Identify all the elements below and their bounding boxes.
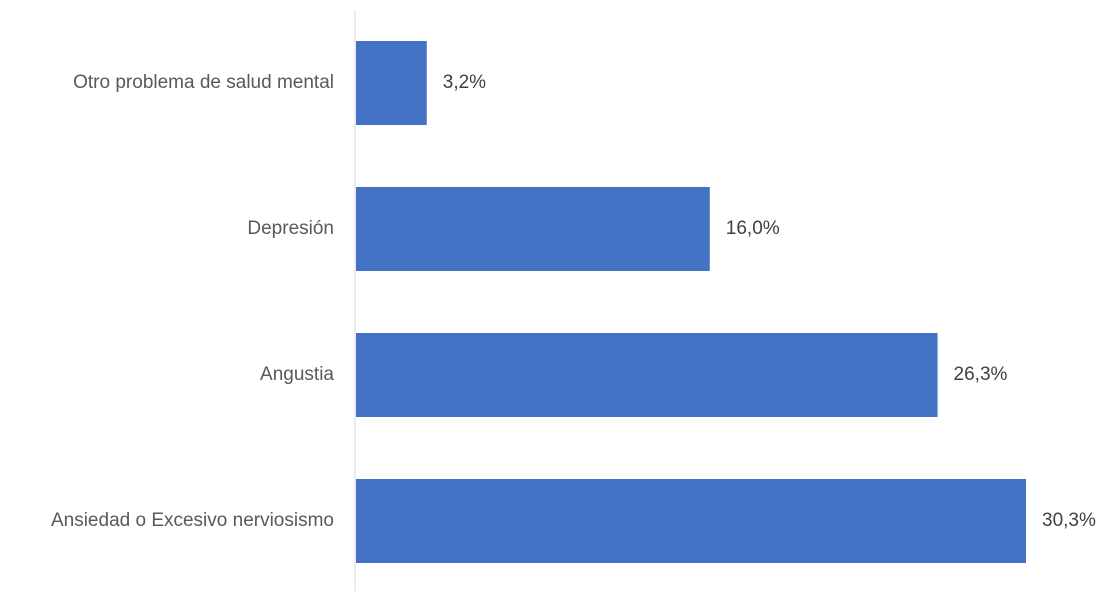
value-label: 30,3%: [1042, 510, 1096, 531]
bar-3: [356, 333, 938, 417]
value-label: 3,2%: [443, 72, 486, 93]
bars-layer: [356, 41, 1026, 563]
value-label: 16,0%: [726, 218, 780, 239]
category-label: Ansiedad o Excesivo nerviosismo: [51, 510, 334, 531]
bar-2: [356, 187, 710, 271]
category-label: Depresión: [247, 218, 334, 239]
labels-layer: Otro problema de salud mental 3,2% Depresi…: [51, 72, 1096, 531]
category-label: Otro problema de salud mental: [73, 72, 334, 93]
value-label: 26,3%: [954, 364, 1008, 385]
bar-1: [356, 41, 427, 125]
bar-4: [356, 479, 1026, 563]
category-label: Angustia: [260, 364, 334, 385]
